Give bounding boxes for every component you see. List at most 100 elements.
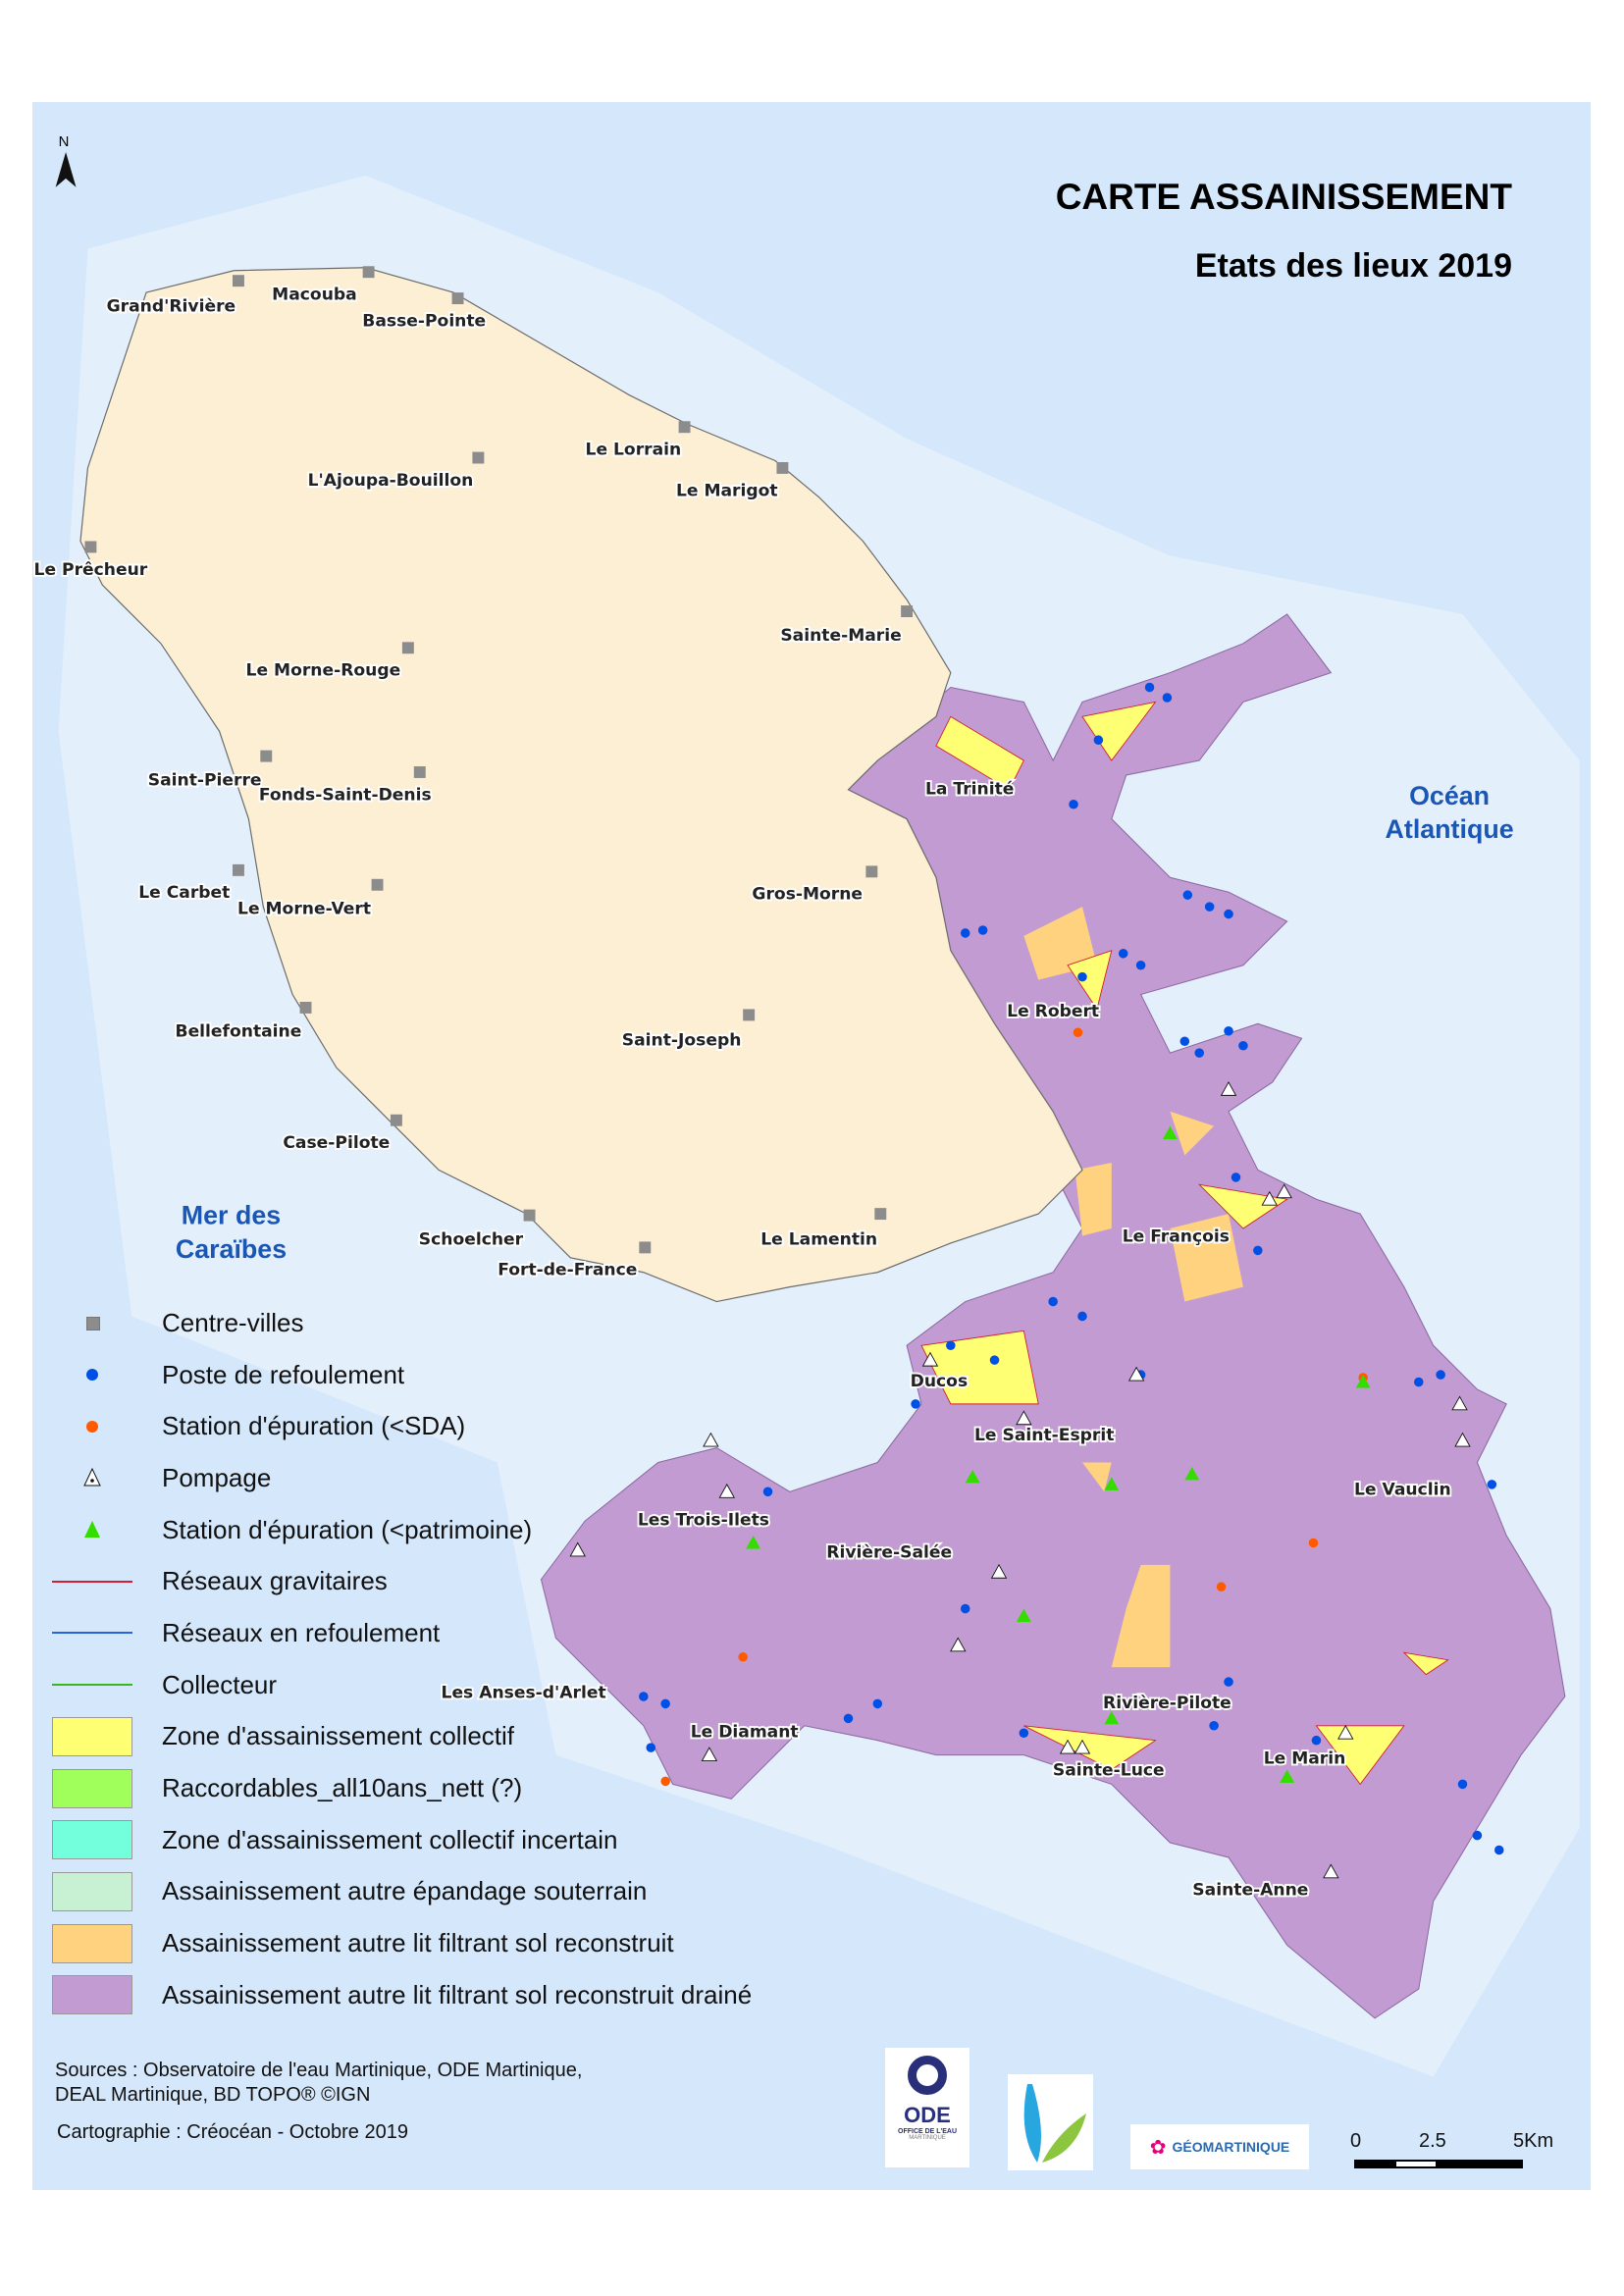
centre-ville-marker [451,292,464,305]
poste-refoulement-marker [1135,960,1146,970]
pompage-marker [703,1432,719,1447]
yellow-zones [920,701,1449,1786]
legend-item: Zone d'assainissement collectif incertai… [52,1814,752,1866]
town-label: Le Robert [1007,1002,1099,1021]
pompage-marker [1016,1410,1032,1426]
poste-refoulement-marker [1414,1377,1424,1387]
pompage-marker [569,1541,586,1557]
town-label: Case-Pilote [283,1133,390,1153]
centre-ville-marker [865,865,878,878]
station-patrimoine-marker [1355,1375,1371,1388]
comite-eau-biodiversite-logo [1008,2074,1093,2170]
station-sda-marker [660,1776,670,1787]
pompage-marker [1220,1081,1237,1096]
pompage-marker [950,1637,967,1652]
centre-ville-marker [232,275,244,287]
legend-item: Station d'épuration (<patrimoine) [52,1504,752,1556]
poste-refoulement-marker [989,1355,1000,1365]
geomartinique-logo-name: GÉOMARTINIQUE [1172,2139,1290,2155]
poste-refoulement-marker [1118,949,1128,959]
station-sda-marker [1073,1027,1083,1038]
legend-item: Pompage [52,1452,752,1504]
legend-label: Assainissement autre lit filtrant sol re… [162,1979,753,2009]
poste-refoulement-marker [911,1399,920,1409]
map-symbols [84,266,1504,1879]
town-label: Ducos [911,1372,969,1391]
legend-item: Centre-villes [52,1297,752,1349]
legend-label: Station d'épuration (<patrimoine) [162,1514,533,1544]
water-drop-icon [1023,2084,1086,2163]
poste-refoulement-marker [639,1692,649,1701]
centre-ville-marker [401,642,414,654]
poste-refoulement-marker [1182,890,1193,900]
cartographie-credit: Cartographie : Créocéan - Octobre 2019 [57,2121,408,2143]
town-label: Le Morne-Rouge [246,661,401,681]
map-subtitle: Etats des lieux 2019 [1194,247,1512,285]
station-sda-marker [1308,1538,1319,1548]
centre-ville-marker [390,1114,402,1126]
pompage-marker [1454,1432,1471,1447]
centre-ville-marker [371,878,384,891]
pompage-marker [1127,1366,1145,1382]
legend-item: Station d'épuration (<SDA) [52,1400,752,1452]
centre-ville-marker [232,863,244,876]
town-label: Gros-Morne [752,885,863,905]
pompage-marker [1323,1863,1339,1879]
town-label: Le Lamentin [760,1229,877,1249]
town-label: Le Marigot [676,481,778,500]
poste-refoulement-marker [1204,902,1215,912]
ocean-label-caribbean-2: Caraïbes [176,1234,287,1264]
scale-label-5: 5Km [1513,2130,1554,2152]
town-label: Saint-Pierre [148,770,262,790]
town-label: Le Marin [1264,1749,1346,1769]
triangle-dot-symbol-icon [52,1461,132,1494]
poste-refoulement-marker [977,925,988,935]
pompage-marker [1059,1739,1076,1754]
centre-ville-marker [260,750,273,762]
town-label: Grand'Rivière [107,296,236,316]
geomartinique-flower-icon: ✿ [1149,2136,1167,2159]
legend-item: Réseaux en refoulement [52,1607,752,1659]
town-label: Macouba [272,286,357,305]
poste-refoulement-marker [646,1743,656,1752]
town-label: Les Anses-d'Arlet [442,1683,606,1702]
legend-label: Raccordables_all10ans_nett (?) [162,1773,523,1803]
town-label: Schoelcher [419,1229,524,1249]
town-label: Rivière-Salée [826,1542,952,1562]
legend-item: Collecteur [52,1659,752,1711]
legend-item: Zone d'assainissement collectif [52,1711,752,1763]
legend-label: Centre-villes [162,1307,304,1337]
poste-refoulement-marker [960,928,970,938]
poste-refoulement-marker [872,1698,883,1709]
poste-refoulement-marker [1311,1735,1322,1746]
poste-refoulement-marker [1224,1677,1233,1687]
legend-label: Pompage [162,1462,272,1492]
legend-label: Assainissement autre lit filtrant sol re… [162,1928,674,1958]
station-patrimoine-marker [1016,1608,1031,1622]
town-labels: Grand'Rivière Macouba Basse-Pointe Le Lorra… [32,284,1453,1903]
poste-refoulement-marker [1077,971,1087,982]
centre-ville-marker [413,766,426,778]
station-sda-marker [738,1651,748,1662]
legend-label: Réseaux en refoulement [162,1617,441,1647]
legend-label: Collecteur [162,1669,278,1699]
line-symbol-icon [52,1668,132,1701]
ocean-label-caribbean-1: Mer des [182,1201,281,1230]
town-label: Le François [1123,1226,1230,1246]
fill-symbol-icon [52,1923,132,1963]
circle-symbol-icon [52,1410,132,1443]
legend: Centre-villes Poste de refoulement Station… [52,1297,752,2021]
geomartinique-logo: ✿ GÉOMARTINIQUE [1130,2124,1309,2169]
scale-label-0: 0 [1350,2130,1362,2152]
fill-symbol-icon [52,1871,132,1911]
town-label: Saint-Joseph [622,1031,742,1051]
poste-refoulement-marker [960,1603,970,1614]
legend-label: Assainissement autre épandage souterrain [162,1876,648,1906]
poste-refoulement-marker [1472,1830,1483,1841]
poste-refoulement-marker [1093,735,1104,745]
map-frame: N Grand'Rivière Macouba Basse-Pointe Le Lor… [32,102,1591,2190]
fill-symbol-icon [52,1975,132,2015]
centre-ville-marker [299,1001,312,1014]
poste-refoulement-marker [1069,800,1078,809]
pompage-marker [1261,1190,1278,1206]
